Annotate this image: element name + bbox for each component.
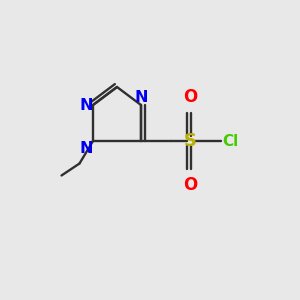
- Text: N: N: [134, 90, 148, 105]
- Text: O: O: [183, 88, 198, 106]
- Text: S: S: [184, 132, 197, 150]
- Text: N: N: [80, 141, 93, 156]
- Text: Cl: Cl: [222, 134, 238, 148]
- Text: N: N: [80, 98, 93, 112]
- Text: O: O: [183, 176, 198, 194]
